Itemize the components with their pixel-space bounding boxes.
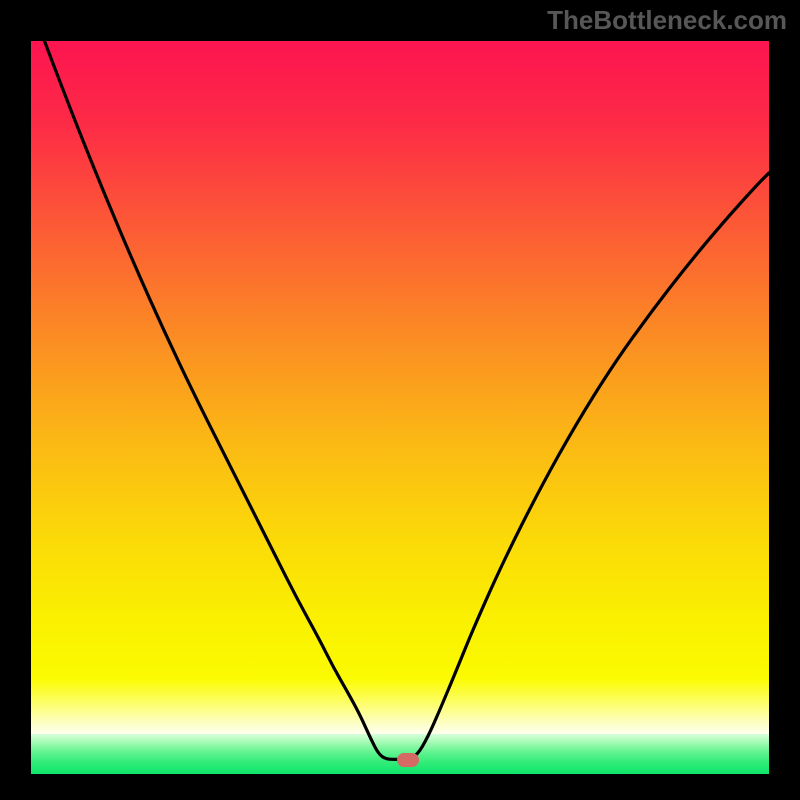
watermark-text: TheBottleneck.com: [547, 5, 787, 36]
current-config-marker: [397, 753, 419, 767]
bottleneck-curve: [31, 41, 769, 774]
bottleneck-chart: TheBottleneck.com: [0, 0, 800, 800]
chart-frame: [25, 35, 775, 780]
curve-path: [31, 41, 769, 759]
plot-area: [31, 41, 769, 774]
